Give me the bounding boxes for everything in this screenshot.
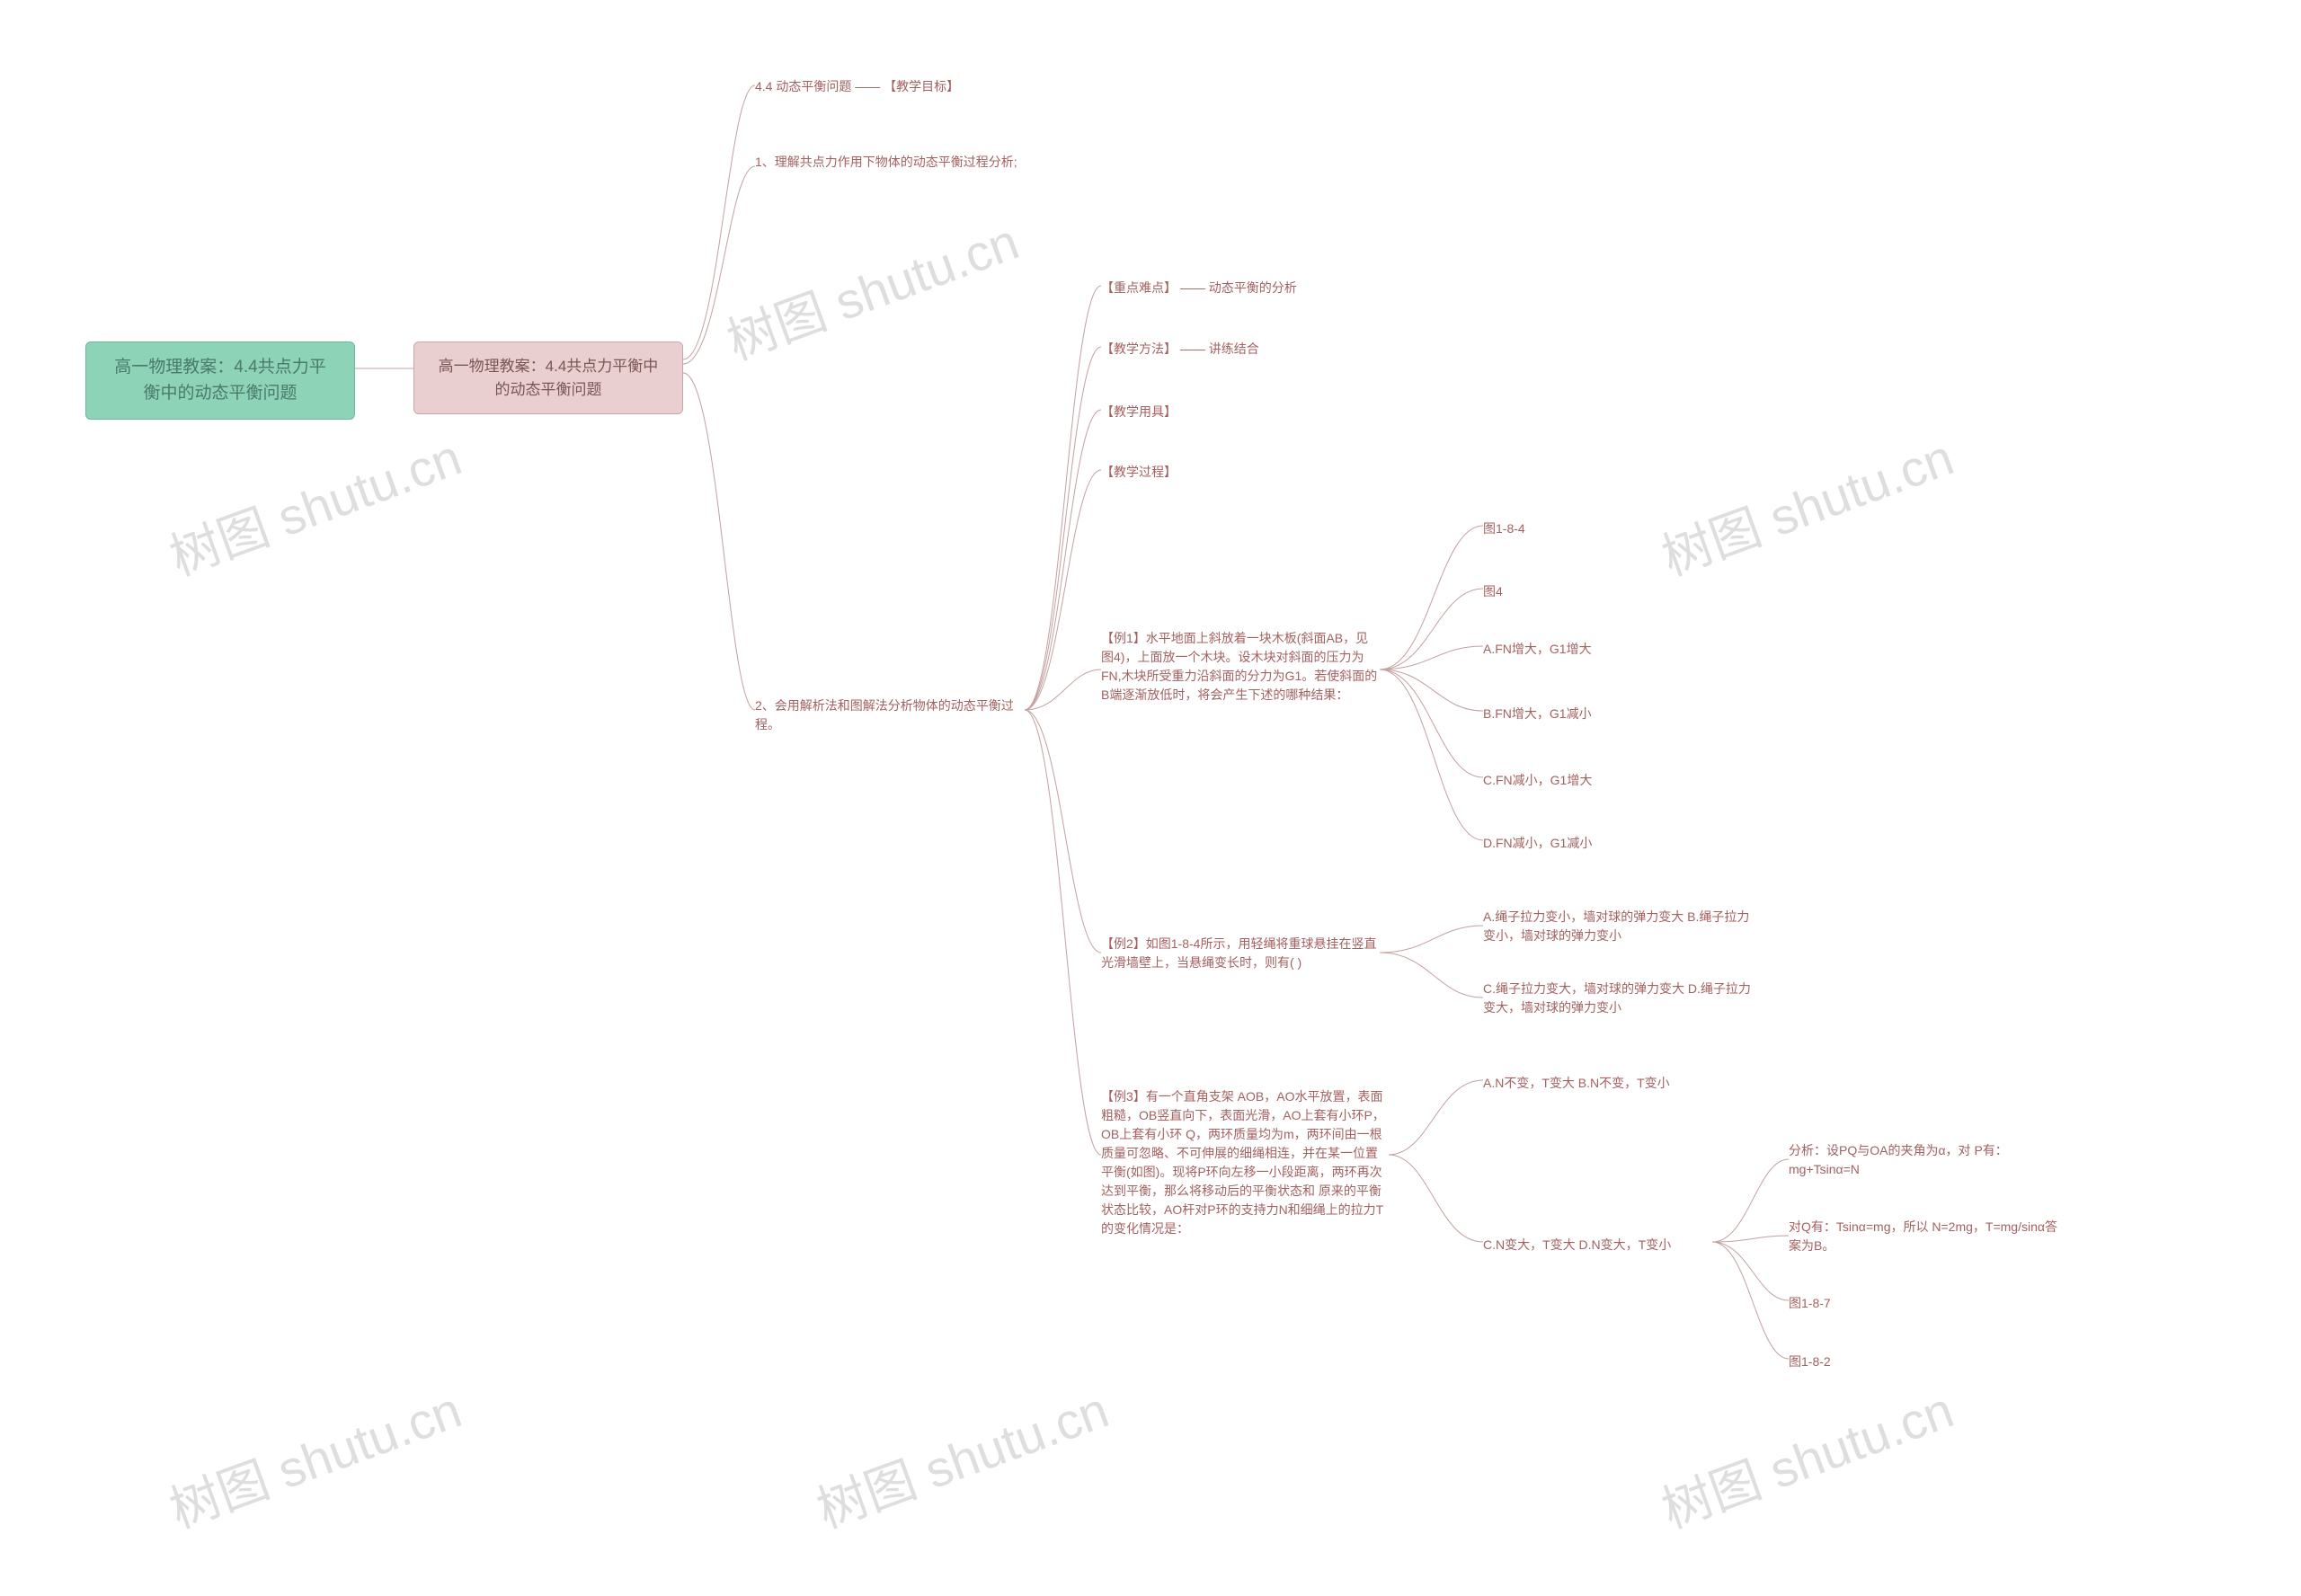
example-2-opt-cd: C.绳子拉力变大，墙对球的弹力变大 D.绳子拉力变大，墙对球的弹力变小: [1483, 980, 1753, 1017]
branch-point-1: 1、理解共点力作用下物体的动态平衡过程分析;: [755, 153, 1025, 172]
section-process: 【教学过程】: [1101, 463, 1177, 482]
example-1-opt-a: A.FN增大，G1增大: [1483, 640, 1592, 659]
example-1-opt-d: D.FN减小，G1减小: [1483, 834, 1592, 853]
mindmap-connectors: [0, 0, 2301, 1596]
watermark: 树图 shutu.cn: [805, 1370, 1117, 1542]
example-3-opt-ab: A.N不变，T变大 B.N不变，T变小: [1483, 1074, 1670, 1093]
example-1-ref1: 图1-8-4: [1483, 519, 1525, 538]
example-1-opt-b: B.FN增大，G1减小: [1483, 705, 1592, 723]
example-1-ref2: 图4: [1483, 582, 1503, 601]
example-3-fig2: 图1-8-2: [1789, 1352, 1831, 1371]
watermark: 树图 shutu.cn: [715, 201, 1027, 374]
branch-point-2: 2、会用解析法和图解法分析物体的动态平衡过程。: [755, 696, 1025, 734]
example-3-opt-cd: C.N变大，T变大 D.N变大，T变小: [1483, 1236, 1671, 1255]
watermark: 树图 shutu.cn: [1650, 417, 1962, 590]
example-3-fig1: 图1-8-7: [1789, 1294, 1831, 1313]
example-1: 【例1】水平地面上斜放着一块木板(斜面AB，见图4)，上面放一个木块。设木块对斜…: [1101, 629, 1380, 705]
section-keypoints: 【重点难点】 —— 动态平衡的分析: [1101, 279, 1297, 297]
example-2-opt-ab: A.绳子拉力变小，墙对球的弹力变大 B.绳子拉力变小，墙对球的弹力变小: [1483, 908, 1753, 945]
example-2: 【例2】如图1-8-4所示，用轻绳将重球悬挂在竖直光滑墙壁上，当悬绳变长时，则有…: [1101, 935, 1380, 972]
example-3-analysis-1: 分析：设PQ与OA的夹角为α，对 P有：mg+Tsinα=N: [1789, 1141, 2058, 1179]
mindmap-root: 高一物理教案：4.4共点力平衡中的动态平衡问题: [85, 341, 355, 420]
example-1-opt-c: C.FN减小，G1增大: [1483, 771, 1592, 790]
mindmap-sub: 高一物理教案：4.4共点力平衡中的动态平衡问题: [413, 341, 683, 414]
watermark: 树图 shutu.cn: [1650, 1370, 1962, 1542]
example-3-analysis-2: 对Q有：Tsinα=mg，所以 N=2mg，T=mg/sinα答案为B。: [1789, 1218, 2058, 1255]
example-3: 【例3】有一个直角支架 AOB，AO水平放置，表面粗糙，OB竖直向下，表面光滑，…: [1101, 1087, 1389, 1238]
section-method: 【教学方法】 —— 讲练结合: [1101, 340, 1259, 359]
branch-goal-title: 4.4 动态平衡问题 —— 【教学目标】: [755, 77, 959, 96]
watermark: 树图 shutu.cn: [158, 1370, 470, 1542]
section-tools: 【教学用具】: [1101, 403, 1177, 421]
watermark: 树图 shutu.cn: [158, 417, 470, 590]
